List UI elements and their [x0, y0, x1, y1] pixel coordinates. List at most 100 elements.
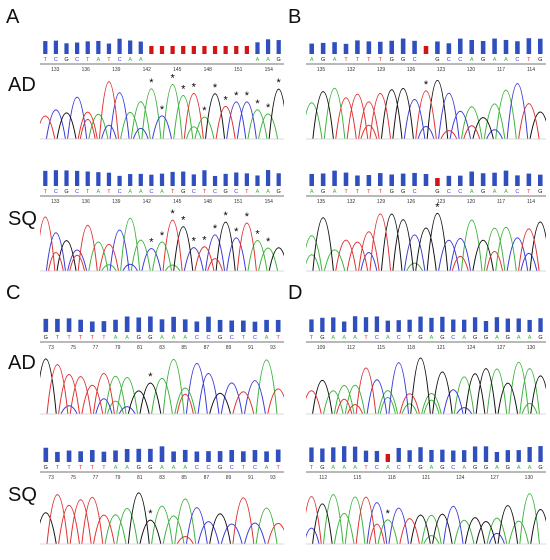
quality-bar: [515, 41, 520, 54]
quality-bar: [43, 41, 48, 54]
mutation-marker: *: [245, 90, 250, 102]
position-tick: 112: [319, 475, 327, 481]
base-call: G: [481, 189, 485, 195]
mutation-marker: *: [170, 73, 175, 85]
chromatogram-c-sq: G T T T T T A A G G A A A C C G C T C A T 73 75 77 79 81 83 85 87 89 9…: [40, 438, 284, 550]
base-call: T: [277, 465, 281, 471]
quality-bar: [264, 319, 269, 332]
base-call: G: [320, 465, 324, 471]
base-call: G: [538, 57, 542, 63]
quality-bar: [128, 40, 133, 54]
mutation-marker: *: [213, 82, 218, 94]
quality-bar: [194, 451, 200, 462]
position-tick: 129: [377, 199, 386, 205]
quality-bar: [55, 318, 60, 332]
quality-bar: [363, 317, 369, 332]
quality-bar: [418, 447, 423, 462]
base-call: A: [114, 465, 118, 471]
base-call: A: [97, 189, 101, 195]
quality-bar: [149, 174, 154, 186]
quality-bar: [78, 451, 83, 462]
mutation-marker: *: [160, 104, 165, 116]
quality-bar: [389, 40, 394, 54]
quality-bar: [342, 321, 347, 332]
quality-bar: [480, 173, 486, 186]
base-call: A: [493, 189, 497, 195]
base-call: A: [125, 465, 129, 471]
quality-bar: [480, 41, 486, 54]
quality-bar: [206, 451, 211, 462]
base-call: G: [320, 335, 324, 341]
base-call: G: [418, 465, 422, 471]
quality-bar: [332, 42, 337, 54]
position-tick: 114: [527, 199, 535, 205]
mutation-marker: *: [202, 235, 207, 247]
quality-bar: [252, 321, 258, 332]
position-tick: 132: [347, 67, 356, 73]
chromatogram-d-top: T G A A A T C A C T G A G C A G G A G A A G 109 112 115 118 121 124…: [306, 308, 546, 420]
quality-bar: [366, 175, 372, 186]
base-call: G: [481, 57, 485, 63]
base-call: T: [67, 465, 71, 471]
trace-g: [40, 358, 232, 415]
quality-bar: [159, 446, 165, 462]
trace-a: [88, 84, 279, 140]
mutation-marker: *: [255, 229, 260, 241]
quality-bar: [374, 450, 380, 462]
base-call: A: [160, 335, 164, 341]
quality-bar: [264, 451, 269, 462]
quality-bar: [400, 173, 406, 186]
quality-bar: [171, 451, 176, 462]
base-call: T: [86, 189, 90, 195]
trace-t: [40, 81, 236, 140]
quality-bar: [309, 43, 314, 54]
base-call: A: [342, 335, 346, 341]
base-call: C: [192, 189, 196, 195]
base-call: T: [527, 189, 531, 195]
quality-bar: [505, 318, 510, 332]
quality-bar: [128, 174, 133, 186]
base-call: C: [397, 335, 401, 341]
position-tick: 79: [115, 345, 121, 351]
quality-bar: [451, 319, 456, 332]
base-call: T: [379, 57, 383, 63]
quality-bar: [483, 320, 489, 332]
trace-g: [312, 357, 546, 415]
base-call: T: [203, 189, 207, 195]
trace-g: [40, 492, 232, 545]
base-call: G: [390, 57, 394, 63]
base-call: C: [54, 57, 58, 63]
base-call: T: [245, 189, 249, 195]
position-tick: 83: [159, 345, 165, 351]
quality-bar: [113, 319, 118, 332]
position-tick: 121: [422, 475, 431, 481]
quality-bar: [181, 46, 186, 54]
position-tick: 133: [51, 67, 60, 73]
quality-bar: [343, 172, 349, 186]
mutation-marker: *: [435, 201, 440, 213]
quality-bar: [276, 173, 281, 186]
quality-bar: [206, 316, 211, 332]
base-call: A: [495, 335, 499, 341]
quality-bar: [505, 450, 510, 462]
quality-bar: [43, 447, 49, 462]
base-call: A: [310, 189, 314, 195]
mutation-marker: *: [149, 77, 154, 89]
base-call: A: [495, 465, 499, 471]
quality-bar: [446, 43, 452, 54]
base-call: G: [435, 189, 439, 195]
quality-bar: [429, 317, 434, 332]
mutation-marker: *: [148, 508, 153, 520]
position-tick: 112: [347, 345, 355, 351]
quality-bar: [458, 38, 463, 54]
quality-bar: [89, 450, 95, 462]
base-call: G: [440, 465, 444, 471]
trace-g: [312, 213, 546, 272]
base-call: T: [367, 189, 371, 195]
quality-bar: [472, 317, 478, 332]
base-call: C: [375, 465, 379, 471]
quality-bar: [255, 175, 260, 186]
base-call: T: [56, 465, 60, 471]
position-tick: 145: [173, 67, 182, 73]
base-call: A: [528, 335, 532, 341]
